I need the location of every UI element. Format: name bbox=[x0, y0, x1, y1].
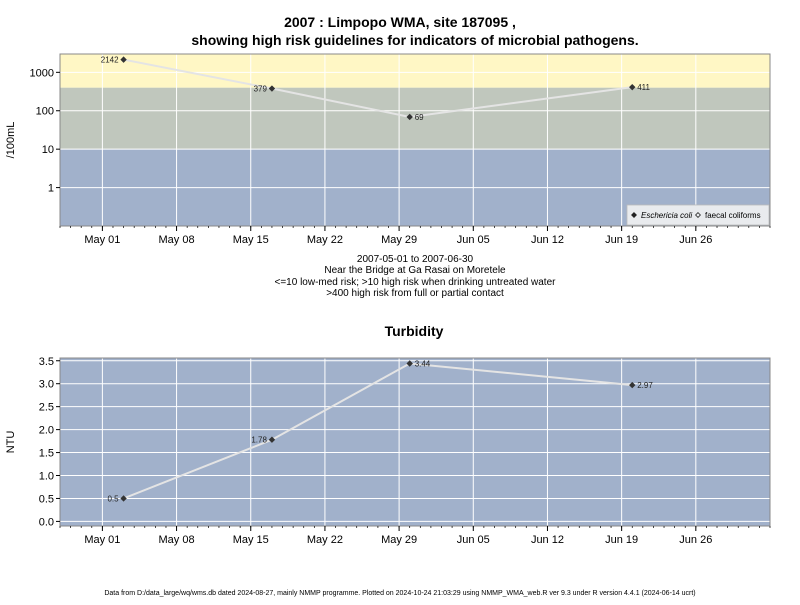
x-tick-label: May 01 bbox=[84, 534, 120, 546]
x-tick-label: May 08 bbox=[159, 234, 195, 246]
y-tick-label: 0.0 bbox=[39, 516, 54, 528]
chart-title-line2: showing high risk guidelines for indicat… bbox=[191, 32, 638, 48]
data-label: 69 bbox=[415, 113, 424, 122]
legend-marker-open bbox=[695, 212, 701, 218]
footer-note: Data from D:/data_large/wq/wms.db dated … bbox=[104, 590, 695, 597]
x-tick-label: Jun 12 bbox=[531, 234, 564, 246]
x-tick-label: May 15 bbox=[233, 534, 269, 546]
y-tick-label: 1 bbox=[48, 183, 54, 195]
data-label: 2.97 bbox=[637, 381, 653, 390]
data-point bbox=[629, 83, 636, 91]
y-tick-label: 1.5 bbox=[39, 448, 54, 460]
ecoli-plot: 1 10 100 1000 May 01 May 08 May 15 May 22 May 29… bbox=[5, 53, 771, 246]
x-tick-label: Jun 26 bbox=[679, 234, 712, 246]
legend-label: faecal coliforms bbox=[705, 211, 761, 220]
risk-band bbox=[60, 54, 770, 88]
x-tick-label: Jun 05 bbox=[457, 234, 490, 246]
plot-frame bbox=[59, 357, 771, 527]
x-tick-label: May 08 bbox=[159, 534, 195, 546]
x-tick-label: May 22 bbox=[307, 534, 343, 546]
data-point bbox=[120, 495, 127, 502]
turbidity-plot: 0.0 0.5 1.0 1.5 2.0 2.5 3.0 3.5 May 01 May 08 May … bbox=[5, 356, 771, 546]
y-tick-label: 3.5 bbox=[39, 356, 54, 368]
subtitle-line-4: >400 high risk from full or partial cont… bbox=[326, 288, 504, 299]
turbidity-title: Turbidity bbox=[385, 323, 444, 339]
x-tick-label: May 22 bbox=[307, 234, 343, 246]
y-tick-label: 2.5 bbox=[39, 402, 54, 414]
x-tick-label: Jun 19 bbox=[605, 234, 638, 246]
data-point bbox=[268, 436, 276, 443]
subtitle-line-1: 2007-05-01 to 2007-06-30 bbox=[357, 254, 474, 265]
data-label: 3.44 bbox=[415, 360, 431, 369]
x-tick-label: Jun 19 bbox=[605, 534, 638, 546]
y-tick-label: 0.5 bbox=[39, 493, 54, 505]
data-point bbox=[120, 56, 127, 63]
risk-band bbox=[60, 87, 770, 150]
data-point bbox=[406, 360, 413, 367]
data-point bbox=[629, 381, 636, 389]
plot-frame bbox=[59, 53, 771, 227]
data-point bbox=[406, 113, 413, 121]
y-axis-label: NTU bbox=[5, 431, 17, 454]
x-tick-label: May 29 bbox=[381, 534, 417, 546]
subtitle-line-3: <=10 low-med risk; >10 high risk when dr… bbox=[275, 277, 557, 288]
legend-box bbox=[626, 204, 770, 226]
legend-label: Eschericia coli bbox=[641, 211, 692, 220]
x-tick-label: May 29 bbox=[381, 234, 417, 246]
y-tick-label: 1.0 bbox=[39, 471, 54, 483]
plot-background bbox=[60, 358, 770, 526]
data-label: 2142 bbox=[101, 56, 119, 65]
x-tick-label: Jun 12 bbox=[531, 534, 564, 546]
data-label: 411 bbox=[637, 83, 650, 92]
y-tick-label: 1000 bbox=[30, 67, 54, 79]
x-tick-label: May 15 bbox=[233, 234, 269, 246]
x-tick-label: Jun 05 bbox=[457, 534, 490, 546]
series-line bbox=[123, 362, 633, 500]
y-tick-label: 10 bbox=[42, 144, 54, 156]
chart-title-line1: 2007 : Limpopo WMA, site 187095 , bbox=[284, 14, 516, 30]
data-label: 1.78 bbox=[251, 436, 267, 445]
x-tick-label: May 01 bbox=[84, 234, 120, 246]
y-tick-label: 100 bbox=[36, 106, 54, 118]
data-label: 379 bbox=[254, 85, 268, 94]
data-label: 0.5 bbox=[107, 494, 119, 503]
data-point bbox=[268, 85, 276, 92]
series-line bbox=[123, 58, 633, 118]
y-tick-label: 3.0 bbox=[39, 379, 54, 391]
subtitle-line-2: Near the Bridge at Ga Rasai on Moretele bbox=[324, 265, 506, 276]
y-tick-label: 2.0 bbox=[39, 425, 54, 437]
legend-marker-filled bbox=[631, 212, 637, 218]
y-axis-label: /100mL bbox=[5, 122, 17, 159]
x-tick-label: Jun 26 bbox=[679, 534, 712, 546]
